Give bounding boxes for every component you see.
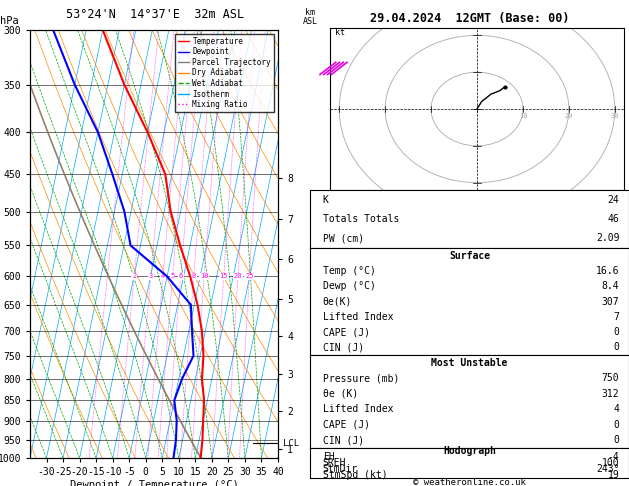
Text: Lifted Index: Lifted Index [323,312,393,322]
Text: 2.09: 2.09 [596,233,620,243]
Text: 16.6: 16.6 [596,266,620,276]
Text: 243°: 243° [596,464,620,474]
Text: Pressure (mb): Pressure (mb) [323,373,399,383]
Text: Most Unstable: Most Unstable [431,358,508,368]
Text: Totals Totals: Totals Totals [323,214,399,224]
Text: 4: 4 [161,274,165,279]
Legend: Temperature, Dewpoint, Parcel Trajectory, Dry Adiabat, Wet Adiabat, Isotherm, Mi: Temperature, Dewpoint, Parcel Trajectory… [175,34,274,112]
Text: 0: 0 [613,420,620,430]
Text: Hodograph: Hodograph [443,446,496,456]
Text: LCL: LCL [283,439,299,448]
Text: 25: 25 [245,274,253,279]
Text: CAPE (J): CAPE (J) [323,420,370,430]
Text: Dewp (°C): Dewp (°C) [323,281,376,291]
Text: 15: 15 [220,274,228,279]
Text: Surface: Surface [449,251,490,260]
Text: 750: 750 [602,373,620,383]
Text: -4: -4 [608,452,620,462]
Text: kt: kt [335,28,345,37]
Text: 29.04.2024  12GMT (Base: 00): 29.04.2024 12GMT (Base: 00) [370,12,569,25]
Text: 10: 10 [519,113,527,119]
Text: 312: 312 [602,389,620,399]
Text: 2: 2 [132,274,136,279]
Text: StmSpd (kt): StmSpd (kt) [323,470,387,480]
Text: StmDir: StmDir [323,464,358,474]
Text: 24: 24 [608,195,620,205]
Text: 5: 5 [170,274,175,279]
Text: 53°24'N  14°37'E  32m ASL: 53°24'N 14°37'E 32m ASL [66,8,244,21]
Text: 8.4: 8.4 [602,281,620,291]
Text: 7: 7 [613,312,620,322]
Text: 100: 100 [602,458,620,468]
Text: 0: 0 [613,327,620,337]
Text: CIN (J): CIN (J) [323,435,364,445]
Text: K: K [323,195,328,205]
Text: © weatheronline.co.uk: © weatheronline.co.uk [413,478,526,486]
Text: 20: 20 [234,274,242,279]
Text: 19: 19 [608,470,620,480]
Text: θe (K): θe (K) [323,389,358,399]
Text: SREH: SREH [323,458,346,468]
Text: 0: 0 [613,342,620,352]
Text: 307: 307 [602,296,620,307]
Text: 3: 3 [148,274,153,279]
Text: PW (cm): PW (cm) [323,233,364,243]
Text: θe(K): θe(K) [323,296,352,307]
Text: CAPE (J): CAPE (J) [323,327,370,337]
Text: km
ASL: km ASL [303,8,318,26]
Text: hPa: hPa [0,16,19,26]
Text: 6: 6 [179,274,183,279]
Text: 0: 0 [613,435,620,445]
Text: 10: 10 [200,274,208,279]
Text: 46: 46 [608,214,620,224]
Text: 4: 4 [613,404,620,414]
Text: 20: 20 [565,113,573,119]
Text: CIN (J): CIN (J) [323,342,364,352]
X-axis label: Dewpoint / Temperature (°C): Dewpoint / Temperature (°C) [70,480,238,486]
Text: Lifted Index: Lifted Index [323,404,393,414]
Text: 30: 30 [611,113,619,119]
Text: 8: 8 [192,274,196,279]
Text: EH: EH [323,452,335,462]
Text: Temp (°C): Temp (°C) [323,266,376,276]
